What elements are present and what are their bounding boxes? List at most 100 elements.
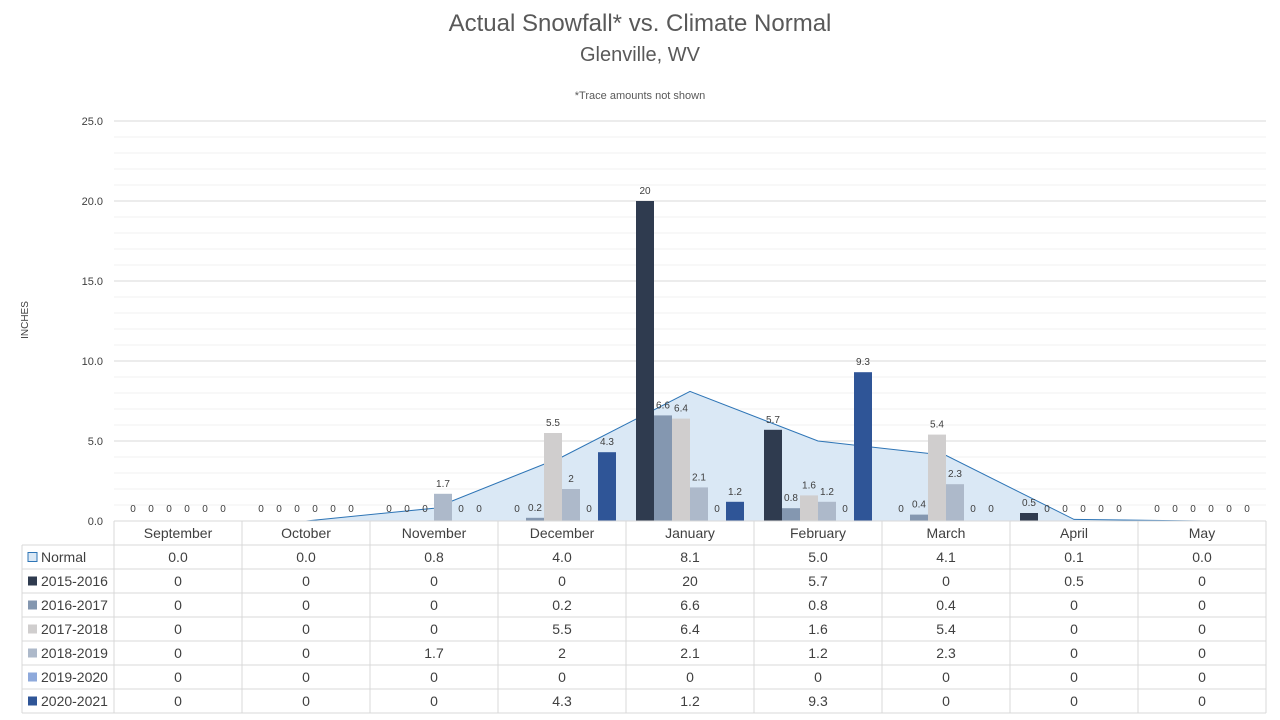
table-cell: 1.7 <box>424 645 444 661</box>
data-label: 0 <box>386 504 392 515</box>
table-cell: 0 <box>174 621 182 637</box>
bar <box>910 514 928 521</box>
data-label: 1.7 <box>436 479 450 490</box>
category-label: September <box>144 525 213 541</box>
data-label: 0 <box>1044 504 1050 515</box>
table-cell: 0 <box>942 573 950 589</box>
table-cell: 0 <box>1198 693 1206 709</box>
table-cell: 0 <box>1070 645 1078 661</box>
data-label: 0 <box>1244 504 1250 515</box>
data-label: 0 <box>842 504 848 515</box>
bar <box>672 418 690 521</box>
data-label: 0 <box>166 504 172 515</box>
row-header: 2020-2021 <box>41 693 108 709</box>
data-label: 0 <box>1098 504 1104 515</box>
table-cell: 1.6 <box>808 621 828 637</box>
data-label: 0 <box>1226 504 1232 515</box>
table-cell: 0.8 <box>808 597 828 613</box>
table-cell: 0 <box>174 669 182 685</box>
data-label: 1.6 <box>802 480 816 491</box>
table-cell: 0 <box>430 573 438 589</box>
legend-key <box>28 696 37 706</box>
data-label: 0.5 <box>1022 498 1036 509</box>
category-label: May <box>1189 525 1215 541</box>
y-axis-label: INCHES <box>20 301 31 339</box>
data-label: 0 <box>988 504 994 515</box>
y-tick-label: 20.0 <box>82 196 103 208</box>
bar <box>562 489 580 521</box>
data-label: 0 <box>1172 504 1178 515</box>
table-cell: 2 <box>558 645 566 661</box>
table-cell: 0 <box>942 669 950 685</box>
data-label: 0 <box>1154 504 1160 515</box>
data-label: 0 <box>276 504 282 515</box>
y-tick-label: 25.0 <box>82 116 103 128</box>
table-cell: 5.7 <box>808 573 828 589</box>
category-label: October <box>281 525 331 541</box>
table-cell: 5.5 <box>552 621 572 637</box>
category-label: January <box>665 525 715 541</box>
legend-key <box>28 576 37 586</box>
table-cell: 0 <box>174 573 182 589</box>
table-cell: 0 <box>558 573 566 589</box>
data-label: 0 <box>330 504 336 515</box>
bar <box>946 484 964 521</box>
table-cell: 4.1 <box>936 549 956 565</box>
table-cell: 4.3 <box>552 693 572 709</box>
table-cell: 2.3 <box>936 645 956 661</box>
bar <box>782 508 800 521</box>
bar <box>928 434 946 521</box>
data-label: 0 <box>148 504 154 515</box>
table-cell: 0 <box>430 621 438 637</box>
table-cell: 0 <box>1198 645 1206 661</box>
table-cell: 0 <box>302 669 310 685</box>
normal-line <box>178 390 1203 522</box>
data-label: 0 <box>294 504 300 515</box>
table-cell: 0 <box>1198 669 1206 685</box>
table-cell: 4.0 <box>552 549 572 565</box>
bar <box>800 495 818 521</box>
category-label: November <box>402 525 467 541</box>
data-label: 0.2 <box>528 503 542 514</box>
table-cell: 0.8 <box>424 549 444 565</box>
table-cell: 6.6 <box>680 597 700 613</box>
table-cell: 5.0 <box>808 549 828 565</box>
data-label: 0 <box>184 504 190 515</box>
data-label: 0 <box>1116 504 1122 515</box>
data-label: 0 <box>422 504 428 515</box>
table-cell: 0 <box>174 693 182 709</box>
table-cell: 0 <box>174 645 182 661</box>
table-cell: 6.4 <box>680 621 700 637</box>
table-cell: 1.2 <box>808 645 828 661</box>
table-cell: 0.0 <box>168 549 188 565</box>
data-label: 5.5 <box>546 418 560 429</box>
table-cell: 2.1 <box>680 645 700 661</box>
y-tick-label: 15.0 <box>82 276 103 288</box>
data-label: 0 <box>476 504 482 515</box>
data-label: 2 <box>568 474 574 485</box>
data-label: 0 <box>312 504 318 515</box>
table-cell: 0.4 <box>936 597 956 613</box>
table-cell: 0 <box>430 597 438 613</box>
data-label: 20 <box>639 186 651 197</box>
row-header: Normal <box>41 549 86 565</box>
table-cell: 1.2 <box>680 693 700 709</box>
bar <box>1020 513 1038 521</box>
table-cell: 0 <box>302 597 310 613</box>
legend-key <box>28 624 37 634</box>
table-cell: 0 <box>430 693 438 709</box>
table-cell: 9.3 <box>808 693 828 709</box>
table-cell: 0 <box>942 693 950 709</box>
data-label: 6.4 <box>674 404 688 415</box>
data-label: 5.7 <box>766 415 780 426</box>
data-label: 0 <box>458 504 464 515</box>
table-cell: 0 <box>302 573 310 589</box>
table-cell: 0.1 <box>1064 549 1084 565</box>
data-label: 4.3 <box>600 437 614 448</box>
table-cell: 0 <box>1070 621 1078 637</box>
data-label: 0 <box>348 504 354 515</box>
table-cell: 0.5 <box>1064 573 1084 589</box>
data-label: 9.3 <box>856 357 870 368</box>
data-label: 0 <box>130 504 136 515</box>
